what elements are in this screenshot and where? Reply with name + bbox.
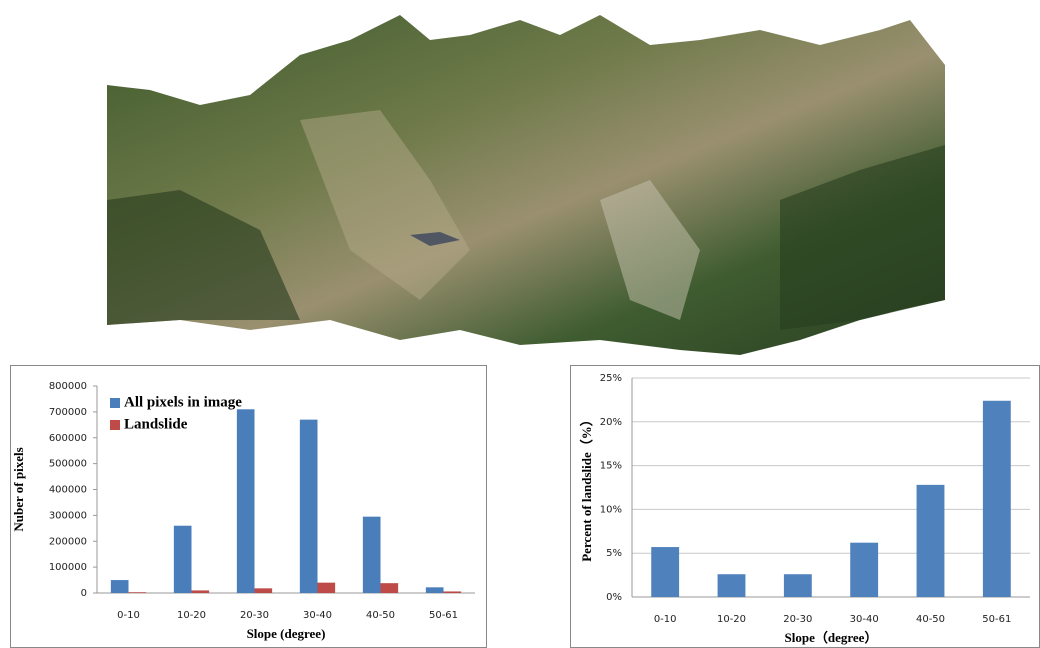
x-tick-label: 40-50 — [366, 610, 395, 621]
page: 0 100000 200000 300000 400000 500000 600000 700… — [0, 0, 1040, 648]
y-tick-label: 200000 — [49, 536, 87, 547]
bar — [917, 485, 945, 597]
x-tick-label: 20-30 — [783, 614, 812, 625]
y-tick-label: 300000 — [49, 510, 87, 521]
bar — [426, 587, 444, 593]
legend-swatch — [110, 420, 120, 430]
x-tick-label: 10-20 — [177, 610, 206, 621]
bar — [174, 526, 192, 593]
bar — [192, 590, 210, 593]
y-axis-title: Percent of landslide（%） — [579, 413, 594, 562]
y-tick-label: 10% — [600, 504, 622, 515]
y-tick-label: 5% — [606, 548, 622, 559]
bar — [983, 401, 1011, 597]
bar — [318, 583, 336, 593]
y-tick-label: 25% — [600, 373, 622, 384]
bar — [784, 574, 812, 597]
y-tick-label: 0% — [606, 592, 622, 603]
y-tick-label: 20% — [600, 417, 622, 428]
x-tick-label: 0-10 — [654, 614, 677, 625]
bar — [651, 547, 679, 597]
chart-frame — [571, 366, 1040, 648]
x-tick-label: 30-40 — [303, 610, 332, 621]
bar — [381, 583, 399, 593]
y-tick-label: 15% — [600, 461, 622, 472]
y-tick-label: 400000 — [49, 485, 87, 496]
x-tick-label: 10-20 — [717, 614, 746, 625]
x-axis-title: Slope（degree） — [785, 630, 878, 645]
y-tick-label: 500000 — [49, 459, 87, 470]
bar — [850, 543, 878, 597]
bar — [444, 591, 462, 593]
y-tick-label: 700000 — [49, 407, 87, 418]
x-tick-label: 50-61 — [982, 614, 1011, 625]
x-tick-label: 40-50 — [916, 614, 945, 625]
bar — [237, 409, 255, 593]
y-tick-label: 100000 — [49, 562, 87, 573]
y-axis-title: Nuber of pixels — [11, 447, 26, 531]
bar — [300, 420, 318, 593]
bar — [718, 574, 746, 597]
legend-label: Landslide — [124, 416, 188, 432]
bar — [111, 580, 129, 593]
x-tick-label: 0-10 — [117, 610, 140, 621]
x-tick-label: 30-40 — [850, 614, 879, 625]
x-tick-label: 20-30 — [240, 610, 269, 621]
y-tick-label: 0 — [81, 588, 87, 599]
bar — [255, 588, 273, 593]
legend-label: All pixels in image — [124, 394, 242, 410]
bar — [363, 517, 381, 593]
x-tick-label: 50-61 — [429, 610, 458, 621]
terrain-image — [107, 15, 945, 355]
x-axis-title: Slope (degree) — [247, 626, 326, 641]
legend-swatch — [110, 398, 120, 408]
y-tick-label: 800000 — [49, 381, 87, 392]
bar — [129, 592, 147, 593]
y-tick-label: 600000 — [49, 433, 87, 444]
